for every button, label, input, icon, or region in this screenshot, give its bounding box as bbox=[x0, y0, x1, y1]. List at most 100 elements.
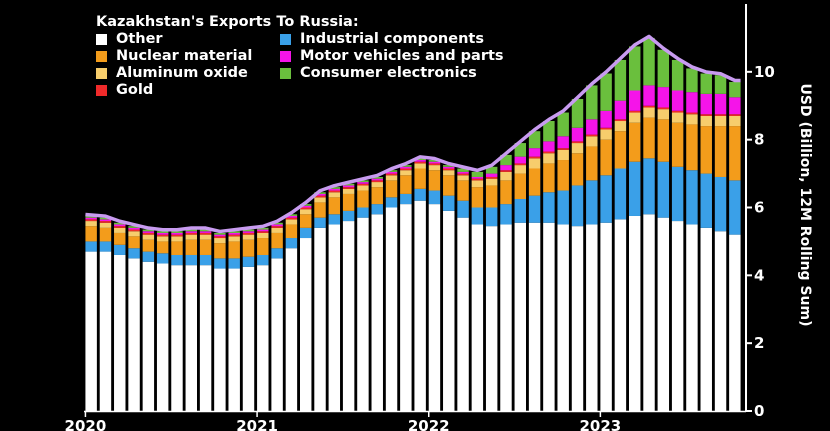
bar-industrial-components-14 bbox=[285, 238, 298, 249]
bar-industrial-components-15 bbox=[300, 227, 312, 239]
bar-other-33 bbox=[557, 224, 569, 411]
bar-motor-vehicles-and-parts-9 bbox=[214, 234, 226, 237]
bar-gold-14 bbox=[285, 217, 298, 220]
bar-nuclear-material-32 bbox=[543, 163, 555, 193]
bar-consumer-electronics-2 bbox=[114, 222, 126, 225]
bar-consumer-electronics-29 bbox=[500, 154, 512, 166]
bar-gold-18 bbox=[342, 187, 355, 189]
bar-aluminum-oxide-6 bbox=[171, 236, 183, 242]
bar-industrial-components-0 bbox=[85, 241, 97, 252]
bar-nuclear-material-2 bbox=[114, 232, 126, 245]
bar-industrial-components-8 bbox=[199, 254, 212, 266]
y-tick-label-6: 6 bbox=[754, 199, 764, 217]
bar-motor-vehicles-and-parts-34 bbox=[571, 127, 584, 142]
bar-industrial-components-19 bbox=[357, 207, 369, 218]
bar-consumer-electronics-32 bbox=[543, 121, 555, 142]
bar-motor-vehicles-and-parts-2 bbox=[114, 224, 126, 227]
bar-consumer-electronics-36 bbox=[600, 73, 612, 111]
bar-motor-vehicles-and-parts-12 bbox=[257, 229, 269, 232]
bar-gold-22 bbox=[400, 168, 412, 171]
bar-gold-27 bbox=[471, 178, 484, 181]
bar-aluminum-oxide-3 bbox=[128, 231, 140, 237]
bar-nuclear-material-20 bbox=[371, 187, 383, 205]
bar-motor-vehicles-and-parts-10 bbox=[228, 232, 240, 235]
bar-industrial-components-26 bbox=[457, 200, 469, 218]
bar-gold-8 bbox=[199, 232, 212, 235]
bar-other-42 bbox=[686, 224, 698, 411]
bar-aluminum-oxide-41 bbox=[671, 112, 684, 123]
bar-gold-1 bbox=[99, 221, 112, 223]
bar-motor-vehicles-and-parts-18 bbox=[342, 185, 355, 188]
bar-gold-45 bbox=[729, 114, 741, 116]
bar-consumer-electronics-23 bbox=[414, 158, 426, 161]
y-tick-label-2: 2 bbox=[754, 334, 764, 352]
bar-gold-23 bbox=[414, 161, 426, 164]
legend-swatch-other bbox=[96, 34, 107, 45]
bar-industrial-components-30 bbox=[514, 199, 526, 223]
bar-nuclear-material-28 bbox=[485, 185, 498, 208]
bar-other-7 bbox=[185, 265, 197, 411]
bar-industrial-components-16 bbox=[314, 217, 326, 228]
y-tick-label-4: 4 bbox=[754, 266, 764, 284]
bar-consumer-electronics-39 bbox=[643, 37, 655, 86]
bar-aluminum-oxide-44 bbox=[714, 115, 727, 127]
bar-aluminum-oxide-28 bbox=[485, 178, 498, 186]
bar-industrial-components-28 bbox=[485, 207, 498, 227]
bar-nuclear-material-9 bbox=[214, 243, 226, 259]
bar-motor-vehicles-and-parts-25 bbox=[443, 166, 455, 169]
bar-other-12 bbox=[257, 265, 269, 411]
bar-gold-33 bbox=[557, 148, 569, 150]
bar-motor-vehicles-and-parts-13 bbox=[271, 224, 283, 227]
bar-gold-19 bbox=[357, 183, 369, 186]
bar-industrial-components-13 bbox=[271, 248, 283, 259]
bar-motor-vehicles-and-parts-45 bbox=[729, 97, 741, 115]
bar-nuclear-material-23 bbox=[414, 168, 426, 189]
bar-aluminum-oxide-21 bbox=[385, 175, 398, 181]
bar-industrial-components-17 bbox=[328, 214, 341, 225]
bar-industrial-components-32 bbox=[543, 192, 555, 223]
bar-other-39 bbox=[643, 214, 655, 411]
bar-gold-28 bbox=[485, 176, 498, 179]
bar-gold-17 bbox=[328, 190, 341, 193]
bar-other-1 bbox=[99, 251, 112, 411]
y-tick-label-0: 0 bbox=[754, 402, 764, 420]
legend-swatch-industrial-components bbox=[280, 34, 291, 45]
bar-consumer-electronics-14 bbox=[285, 214, 298, 216]
bar-industrial-components-7 bbox=[185, 254, 197, 266]
bar-gold-0 bbox=[85, 219, 97, 222]
bar-consumer-electronics-7 bbox=[185, 229, 197, 232]
bar-gold-4 bbox=[142, 232, 155, 235]
bar-other-41 bbox=[671, 221, 684, 411]
bar-aluminum-oxide-14 bbox=[285, 219, 298, 225]
bar-industrial-components-35 bbox=[586, 180, 598, 225]
bar-consumer-electronics-42 bbox=[686, 68, 698, 93]
legend-swatch-aluminum-oxide bbox=[96, 68, 107, 79]
bar-industrial-components-40 bbox=[657, 161, 670, 218]
bar-industrial-components-29 bbox=[500, 204, 512, 225]
bar-aluminum-oxide-39 bbox=[643, 107, 655, 118]
bar-consumer-electronics-3 bbox=[128, 226, 140, 228]
bar-aluminum-oxide-10 bbox=[228, 236, 240, 242]
bar-nuclear-material-30 bbox=[514, 173, 526, 200]
bar-other-26 bbox=[457, 217, 469, 411]
bar-motor-vehicles-and-parts-19 bbox=[357, 182, 369, 184]
bar-other-34 bbox=[571, 226, 584, 411]
bar-nuclear-material-29 bbox=[500, 180, 512, 205]
bar-gold-26 bbox=[457, 173, 469, 176]
legend-item-consumer-electronics: Consumer electronics bbox=[280, 65, 504, 82]
bar-other-10 bbox=[228, 268, 240, 411]
bar-other-28 bbox=[485, 226, 498, 411]
bar-aluminum-oxide-23 bbox=[414, 163, 426, 169]
bar-aluminum-oxide-13 bbox=[271, 227, 283, 233]
bar-motor-vehicles-and-parts-0 bbox=[85, 217, 97, 220]
bar-consumer-electronics-24 bbox=[428, 160, 441, 162]
y-axis-label: USD (Billion, 12M Rolling Sum) bbox=[797, 83, 813, 327]
bar-nuclear-material-37 bbox=[614, 131, 627, 169]
x-tick-label-2020: 2020 bbox=[65, 417, 107, 431]
bar-motor-vehicles-and-parts-32 bbox=[543, 141, 555, 152]
bar-industrial-components-43 bbox=[700, 173, 712, 228]
bar-motor-vehicles-and-parts-22 bbox=[400, 166, 412, 169]
bar-industrial-components-41 bbox=[671, 166, 684, 222]
bar-other-5 bbox=[156, 263, 169, 411]
bar-industrial-components-23 bbox=[414, 188, 426, 201]
